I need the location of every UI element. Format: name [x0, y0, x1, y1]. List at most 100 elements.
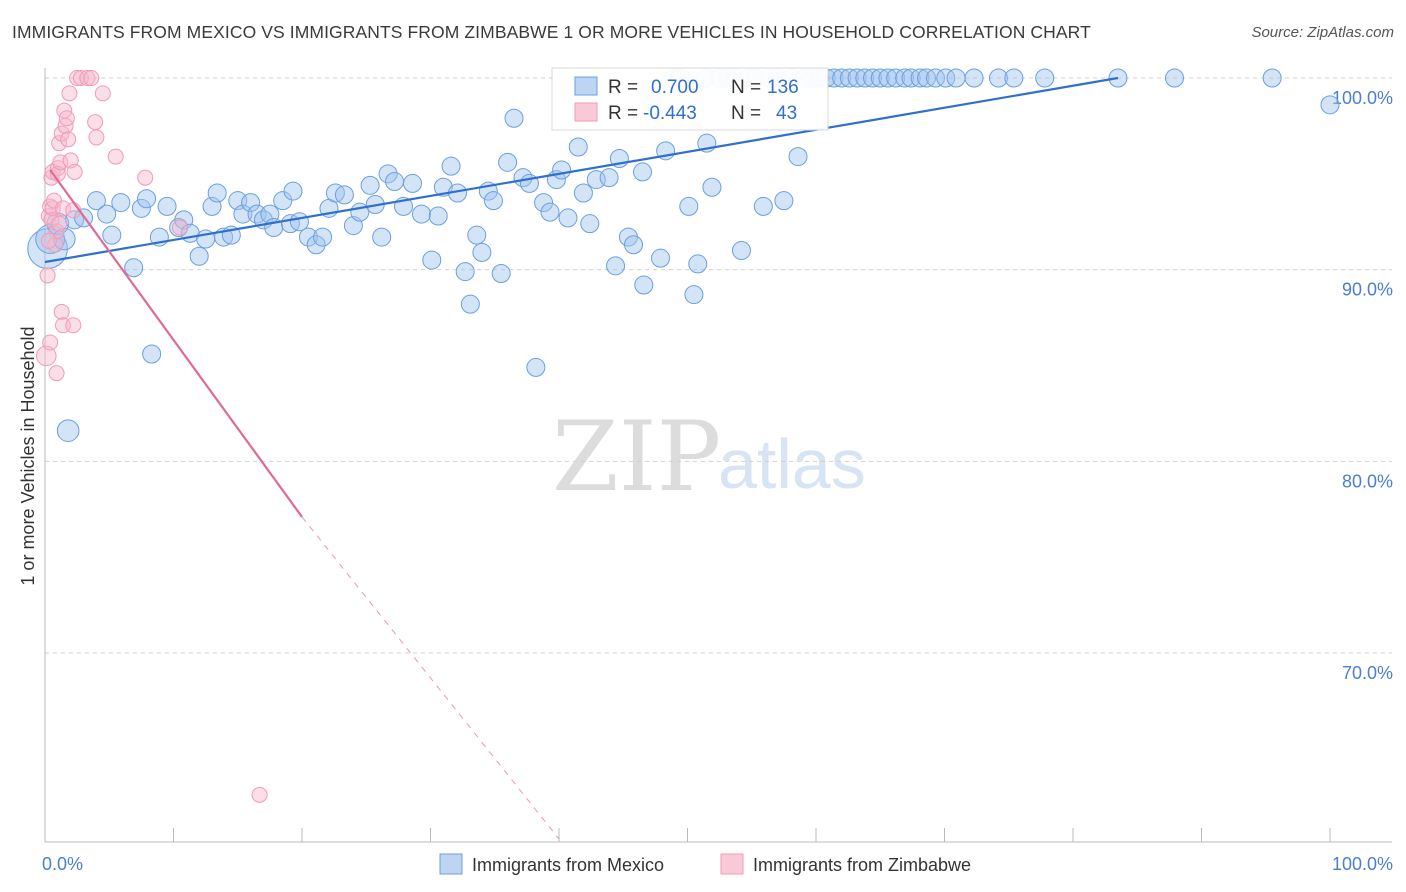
mexico-point	[372, 227, 392, 247]
zimbabwe-point	[171, 219, 188, 236]
zimbabwe-trend-line	[49, 169, 303, 518]
mexico-point	[1165, 68, 1185, 88]
mexico-point	[552, 160, 572, 180]
mexico-point	[1262, 68, 1282, 88]
mexico-point	[273, 191, 293, 211]
mexico-point	[534, 193, 554, 213]
mexico-point	[233, 204, 253, 224]
mexico-point	[1035, 68, 1055, 88]
y-tick-labels: 70.0% 80.0% 90.0% 100.0%	[1332, 88, 1393, 683]
mexico-point	[926, 68, 946, 88]
mexico-point	[684, 285, 704, 305]
stats-zimbabwe-n-label: N =	[731, 103, 761, 124]
mexico-point	[52, 227, 76, 251]
mexico-point	[378, 164, 398, 184]
mexico-point	[753, 196, 773, 216]
mexico-point	[573, 183, 593, 203]
mexico-point	[433, 177, 453, 197]
zimbabwe-point	[60, 131, 77, 148]
mexico-point	[731, 241, 751, 260]
mexico-trend-line	[44, 76, 1119, 264]
mexico-point	[86, 191, 106, 211]
legend-mexico-swatch[interactable]	[439, 853, 463, 875]
mexico-point	[633, 162, 653, 182]
zimbabwe-point	[88, 129, 105, 146]
zimbabwe-point	[54, 200, 71, 217]
mexico-point	[460, 294, 480, 314]
mexico-point	[102, 225, 122, 245]
mexico-point	[599, 168, 619, 188]
y-tick-label: 80.0%	[1342, 471, 1393, 491]
mexico-point	[774, 191, 794, 211]
stats-mexico-n-value: 136	[767, 77, 799, 98]
trend-lines	[44, 76, 1119, 840]
mexico-point	[702, 177, 722, 197]
mexico-point	[207, 183, 227, 203]
legend-zimbabwe-label[interactable]: Immigrants from Zimbabwe	[753, 855, 971, 875]
mexico-point	[863, 68, 883, 88]
mexico-point	[558, 208, 578, 228]
mexico-point	[526, 357, 546, 377]
zimbabwe-point	[52, 154, 69, 171]
stats-box: R = 0.700 N = 136 R = -0.443 N = 43	[551, 67, 829, 131]
zimbabwe-point	[53, 125, 70, 142]
mexico-point	[422, 250, 442, 270]
mexico-point	[131, 198, 151, 218]
mexico-point	[283, 181, 303, 201]
mexico-point	[97, 204, 117, 224]
legend-zimbabwe-swatch[interactable]	[720, 853, 744, 875]
zimbabwe-point	[48, 365, 65, 382]
mexico-point	[936, 68, 956, 88]
watermark-atlas: atlas	[718, 425, 866, 503]
stats-mexico-swatch	[574, 76, 598, 96]
zimbabwe-point	[51, 135, 68, 152]
legend-mexico-label[interactable]: Immigrants from Mexico	[472, 855, 664, 875]
mexico-point	[946, 68, 966, 88]
mexico-point	[540, 202, 560, 222]
mexico-point	[855, 68, 875, 88]
zimbabwe-point	[94, 85, 111, 102]
mexico-point	[568, 137, 588, 157]
zimbabwe-point	[53, 303, 70, 320]
mexico-point	[412, 204, 432, 224]
mexico-point	[870, 68, 890, 88]
zimbabwe-point	[137, 169, 154, 186]
stats-mexico-r-value: 0.700	[651, 77, 699, 98]
mexico-point	[124, 258, 144, 278]
zimbabwe-point	[58, 110, 75, 127]
zimbabwe-point	[61, 85, 78, 102]
mexico-point	[839, 68, 859, 88]
mexico-point	[624, 235, 644, 255]
source-label: Source: ZipAtlas.com	[1251, 24, 1394, 41]
mexico-point	[788, 147, 808, 167]
mexico-point	[298, 227, 318, 247]
y-axis-label: 1 or more Vehicles in Household	[18, 326, 38, 585]
zimbabwe-point	[66, 163, 83, 180]
mexico-point	[895, 68, 915, 88]
mexico-point	[360, 175, 380, 195]
mexico-point	[385, 172, 405, 191]
mexico-point	[688, 254, 708, 274]
mexico-point	[491, 264, 511, 283]
chart-title: IMMIGRANTS FROM MEXICO VS IMMIGRANTS FRO…	[12, 22, 1091, 42]
mexico-point	[142, 344, 162, 364]
mexico-point	[111, 193, 131, 213]
mexico-point	[441, 156, 461, 176]
mexico-point	[878, 68, 898, 88]
zimbabwe-point	[87, 114, 104, 131]
x-tick-labels: 0.0% 100.0%	[42, 854, 1393, 874]
stats-mexico-r-label: R =	[608, 77, 638, 98]
mexico-point	[679, 196, 699, 216]
stats-zimbabwe-n-value: 43	[776, 103, 797, 124]
mexico-point	[189, 246, 209, 266]
stats-zimbabwe-r-value: -0.443	[643, 103, 697, 124]
zimbabwe-points	[36, 70, 268, 803]
stats-zimbabwe-r-label: R =	[608, 103, 638, 124]
mexico-point	[56, 419, 80, 442]
mexico-point	[1320, 95, 1340, 115]
mexico-point	[313, 227, 333, 247]
mexico-point	[403, 173, 423, 193]
legend: Immigrants from Mexico Immigrants from Z…	[439, 853, 971, 875]
watermark-zip: ZIP	[552, 401, 721, 513]
mexico-point	[137, 189, 157, 209]
